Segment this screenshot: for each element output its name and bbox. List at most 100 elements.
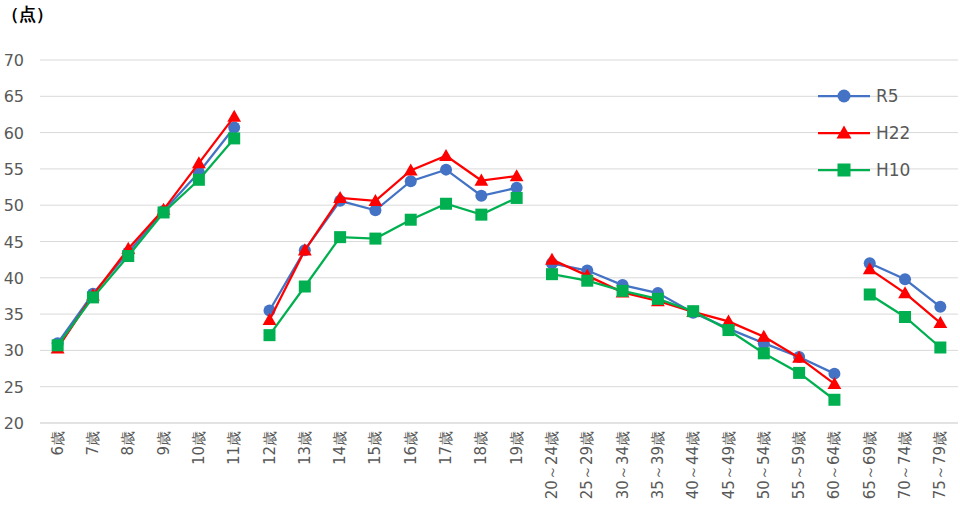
grid-line	[40, 241, 958, 242]
grid-line	[40, 96, 958, 97]
data-point	[193, 174, 205, 186]
x-tick-label: 30～34歳	[614, 431, 632, 499]
series-line	[870, 295, 941, 348]
x-tick-label: 17歳	[437, 431, 455, 465]
grid-line	[40, 350, 958, 351]
x-tick-label: 55～59歳	[790, 431, 808, 499]
x-tick-label: 11歳	[225, 431, 243, 465]
grid-line	[40, 132, 958, 133]
data-point	[898, 286, 912, 298]
y-tick-label: 55	[4, 160, 24, 179]
grid-line	[40, 168, 958, 169]
x-tick-label: 16歳	[402, 431, 420, 465]
x-tick-label: 65～69歳	[861, 431, 879, 499]
data-point	[758, 347, 770, 359]
legend-label: H22	[876, 123, 910, 143]
data-point	[511, 192, 523, 204]
data-point	[228, 132, 240, 144]
data-point	[474, 174, 488, 186]
data-point	[934, 301, 946, 313]
x-tick-label: 8歳	[119, 431, 137, 456]
series-line	[870, 269, 941, 323]
x-tick-label: 12歳	[261, 431, 279, 465]
data-point	[264, 329, 276, 341]
data-point	[546, 268, 558, 280]
x-axis-line	[40, 423, 958, 424]
legend-marker	[837, 126, 852, 139]
series-line	[552, 274, 834, 400]
data-point	[52, 339, 64, 351]
y-tick-label: 40	[4, 269, 24, 288]
series-line	[58, 117, 235, 349]
y-tick-label: 65	[4, 87, 24, 106]
data-point	[405, 175, 417, 187]
data-point	[299, 281, 311, 293]
plot-area	[51, 110, 947, 406]
legend-label: H10	[876, 160, 910, 180]
x-tick-label: 70～74歳	[896, 431, 914, 499]
y-tick-label: 50	[4, 196, 24, 215]
data-point	[828, 394, 840, 406]
y-tick-label: 30	[4, 341, 24, 360]
data-point	[475, 209, 487, 221]
y-tick-label: 70	[4, 51, 24, 70]
data-point	[298, 243, 312, 255]
y-tick-label: 45	[4, 233, 24, 252]
data-point	[510, 169, 524, 181]
data-point	[369, 233, 381, 245]
legend: R5H22H10	[818, 86, 910, 180]
chart: （点）20253035404550556065706歳7歳8歳9歳10歳11歳1…	[0, 0, 960, 524]
x-tick-label: 19歳	[508, 431, 526, 465]
data-point	[122, 250, 134, 262]
data-point	[369, 204, 381, 216]
x-tick-label: 18歳	[472, 431, 490, 465]
data-point	[227, 110, 241, 122]
data-point	[793, 367, 805, 379]
series-h10	[52, 132, 947, 405]
y-tick-label: 35	[4, 305, 24, 324]
x-tick-label: 45～49歳	[720, 431, 738, 499]
y-tick-label: 60	[4, 124, 24, 143]
data-point	[617, 285, 629, 297]
data-point	[686, 305, 700, 317]
x-tick-label: 35～39歳	[649, 431, 667, 499]
x-tick-label: 50～54歳	[755, 431, 773, 499]
data-point	[757, 330, 771, 342]
data-point	[723, 324, 735, 336]
data-point	[192, 156, 206, 168]
series-h22	[51, 110, 947, 389]
data-point	[158, 206, 170, 218]
grid-line	[40, 386, 958, 387]
data-point	[405, 214, 417, 226]
legend-marker	[838, 90, 851, 103]
x-tick-label: 7歳	[84, 431, 102, 456]
data-point	[933, 316, 947, 328]
data-point	[369, 194, 383, 206]
x-tick-label: 13歳	[296, 431, 314, 465]
x-tick-label: 20～24歳	[543, 431, 561, 499]
y-axis-label: （点）	[2, 4, 53, 24]
x-tick-label: 6歳	[49, 431, 67, 456]
grid-line	[40, 277, 958, 278]
y-tick-label: 25	[4, 378, 24, 397]
x-tick-label: 60～64歳	[825, 431, 843, 499]
series-line	[58, 138, 235, 345]
data-point	[934, 341, 946, 353]
x-tick-label: 14歳	[331, 431, 349, 465]
series-line	[270, 170, 517, 311]
data-point	[581, 275, 593, 287]
data-point	[863, 262, 877, 274]
data-point	[545, 253, 559, 265]
x-tick-label: 40～44歳	[684, 431, 702, 499]
data-point	[793, 351, 805, 363]
series-line	[270, 198, 517, 335]
data-point	[899, 273, 911, 285]
grid-line	[40, 314, 958, 315]
y-tick-label: 20	[4, 414, 24, 433]
data-point	[864, 288, 876, 300]
series-line	[552, 260, 834, 384]
x-tick-label: 10歳	[190, 431, 208, 465]
data-point	[404, 163, 418, 175]
data-point	[687, 305, 699, 317]
data-point	[652, 293, 664, 305]
